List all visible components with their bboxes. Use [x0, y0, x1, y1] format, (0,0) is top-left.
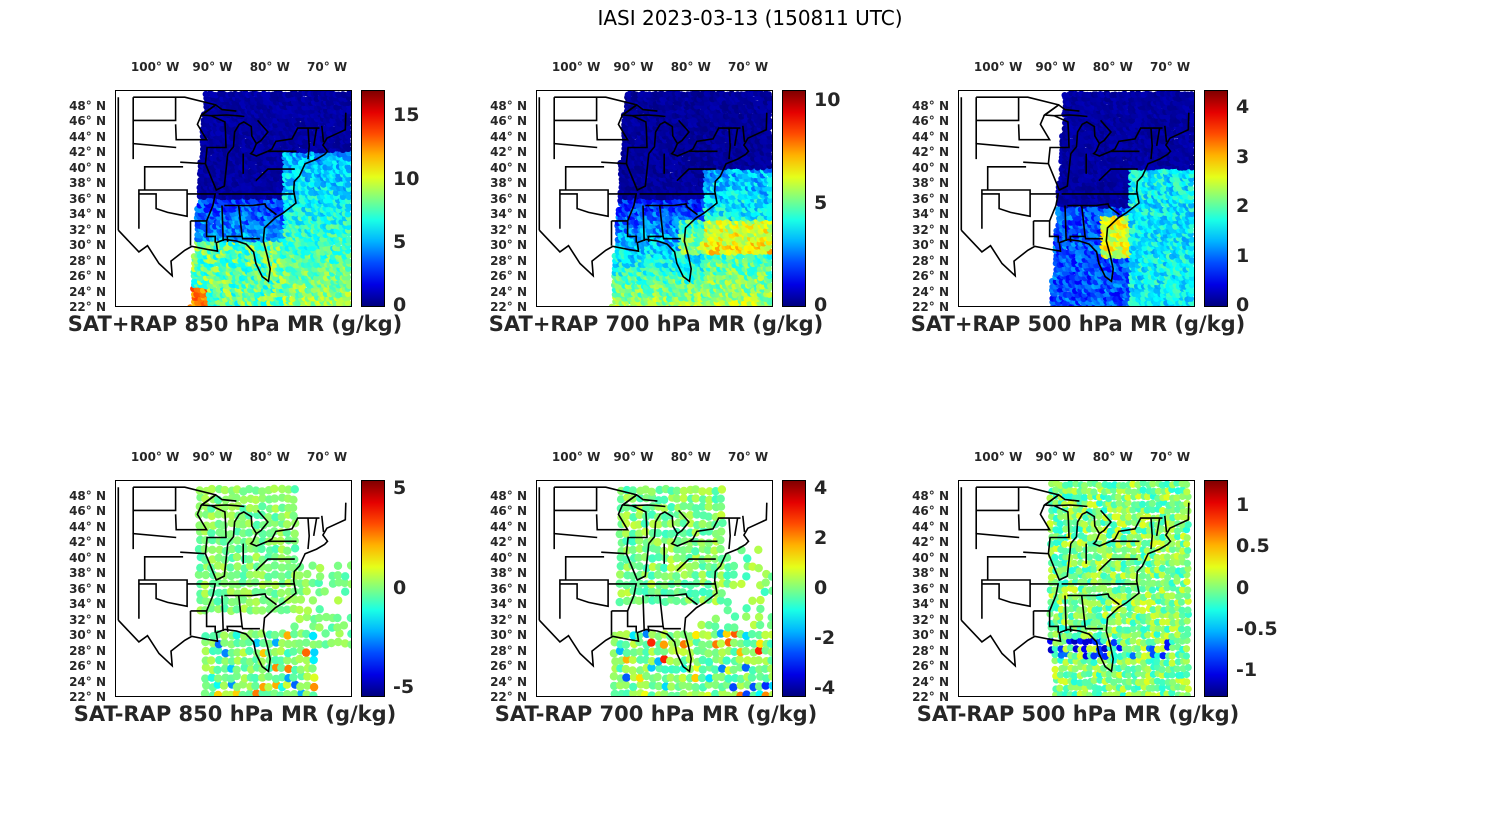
data-point: [743, 295, 750, 303]
latitude-tick-label: 46° N: [490, 114, 527, 129]
boundary-line: [307, 128, 311, 160]
data-point: [344, 211, 351, 218]
longitude-tick-label: 70° W: [307, 60, 348, 74]
latitude-tick-label: 34° N: [490, 207, 527, 222]
boundary-line: [204, 153, 229, 192]
longitude-tick-label: 100° W: [551, 60, 601, 74]
longitude-tick-label: 90° W: [613, 60, 654, 74]
boundary-line: [255, 168, 295, 182]
data-point: [268, 138, 276, 146]
boundary-line: [221, 205, 224, 242]
latitude-tick-label: 40° N: [69, 160, 106, 175]
boundary-line: [138, 189, 188, 229]
figure-title: IASI 2023-03-13 (150811 UTC): [597, 6, 903, 30]
latitude-tick-label: 46° N: [69, 114, 106, 129]
data-point: [344, 265, 351, 272]
latitude-tick-label: 40° N: [490, 160, 527, 175]
data-point: [345, 219, 351, 226]
boundary-line: [227, 120, 269, 157]
map-svg: [538, 91, 772, 306]
boundary-line: [321, 125, 325, 143]
latitude-tick-label: 34° N: [69, 207, 106, 222]
latitude-tick-label: 24° N: [490, 284, 527, 299]
panel-caption: SAT+RAP 850 hPa MR (g/kg): [67, 312, 403, 336]
latitude-tick-label: 22° N: [69, 300, 106, 314]
boundary-line: [312, 127, 318, 147]
map-panel: 100° W 90° W 80° W 70° W 48° N 46° N 44° N 42° …: [35, 60, 435, 360]
colorbar-tick-label: 10: [393, 167, 420, 190]
boundary-line: [210, 114, 227, 149]
data-point: [345, 129, 351, 136]
boundary-line: [241, 236, 260, 240]
boundary-line: [133, 96, 216, 106]
data-point: [344, 257, 351, 265]
latitude-tick-label: 42° N: [490, 145, 527, 160]
latitude-tick-label: 44° N: [490, 129, 527, 144]
latitude-tick-label: 44° N: [69, 129, 106, 144]
latitude-tick-label: 22° N: [490, 300, 527, 314]
latitude-tick-label: 28° N: [69, 253, 106, 268]
data-point: [344, 290, 351, 298]
boundary-line: [133, 97, 177, 122]
data-point: [345, 236, 351, 243]
boundary-line: [267, 127, 320, 152]
colorbar-tick-label: 0: [393, 294, 407, 316]
data-point: [345, 202, 351, 209]
map-svg: [117, 91, 351, 306]
boundary-line: [224, 203, 277, 216]
longitude-labels: 100° W 90° W 80° W 70° W: [456, 60, 856, 76]
map-plot-area: [115, 90, 352, 307]
latitude-tick-label: 38° N: [490, 176, 527, 191]
boundary-line: [117, 112, 347, 283]
latitude-tick-label: 28° N: [490, 253, 527, 268]
latitude-tick-label: 38° N: [69, 176, 106, 191]
map-plot-area: [536, 90, 773, 307]
latitude-labels: 48° N 46° N 44° N 42° N 40° N 38° N 36° N 34° N…: [35, 88, 115, 313]
data-point: [345, 279, 351, 286]
latitude-tick-label: 32° N: [69, 222, 106, 237]
data-point: [215, 167, 222, 175]
latitude-tick-label: 48° N: [69, 98, 106, 113]
longitude-tick-label: 80° W: [670, 60, 711, 74]
boundary-line: [187, 193, 217, 222]
boundary-line: [132, 142, 177, 160]
longitude-tick-label: 90° W: [192, 60, 233, 74]
boundary-line: [143, 166, 184, 190]
boundary-line: [190, 220, 216, 243]
latitude-tick-label: 26° N: [490, 269, 527, 284]
colorbar: [361, 90, 385, 307]
boundary-line: [226, 205, 243, 242]
data-point: [335, 245, 342, 252]
latitude-tick-label: 24° N: [69, 284, 106, 299]
data-point: [344, 181, 351, 188]
latitude-tick-label: 26° N: [69, 269, 106, 284]
colorbar-tick-label: 5: [393, 230, 407, 253]
longitude-tick-label: 70° W: [728, 60, 769, 74]
state-boundaries: [117, 96, 347, 283]
data-point: [196, 206, 203, 214]
data-point: [345, 107, 351, 115]
latitude-tick-label: 42° N: [69, 145, 106, 160]
latitude-tick-label: 32° N: [490, 222, 527, 237]
latitude-tick-label: 36° N: [69, 191, 106, 206]
latitude-tick-label: 48° N: [490, 98, 527, 113]
latitude-labels: 48° N 46° N 44° N 42° N 40° N 38° N 36° N 34° N…: [456, 88, 536, 313]
boundary-line: [199, 103, 245, 118]
boundary-line: [180, 146, 210, 165]
latitude-tick-label: 30° N: [69, 238, 106, 253]
data-point: [765, 129, 772, 137]
longitude-tick-label: 80° W: [249, 60, 290, 74]
latitude-tick-label: 36° N: [490, 191, 527, 206]
colorbar-tick-label: 15: [393, 104, 420, 127]
data-point: [345, 155, 351, 162]
data-point: [345, 91, 351, 97]
longitude-labels: 100° W 90° W 80° W 70° W: [35, 60, 435, 76]
boundary-line: [255, 119, 269, 145]
observation-points: [187, 91, 351, 306]
latitude-tick-label: 30° N: [490, 238, 527, 253]
longitude-tick-label: 100° W: [130, 60, 180, 74]
map-panel: 100° W 90° W 80° W 70° W 48° N 46° N 44° N 42° …: [456, 60, 856, 360]
